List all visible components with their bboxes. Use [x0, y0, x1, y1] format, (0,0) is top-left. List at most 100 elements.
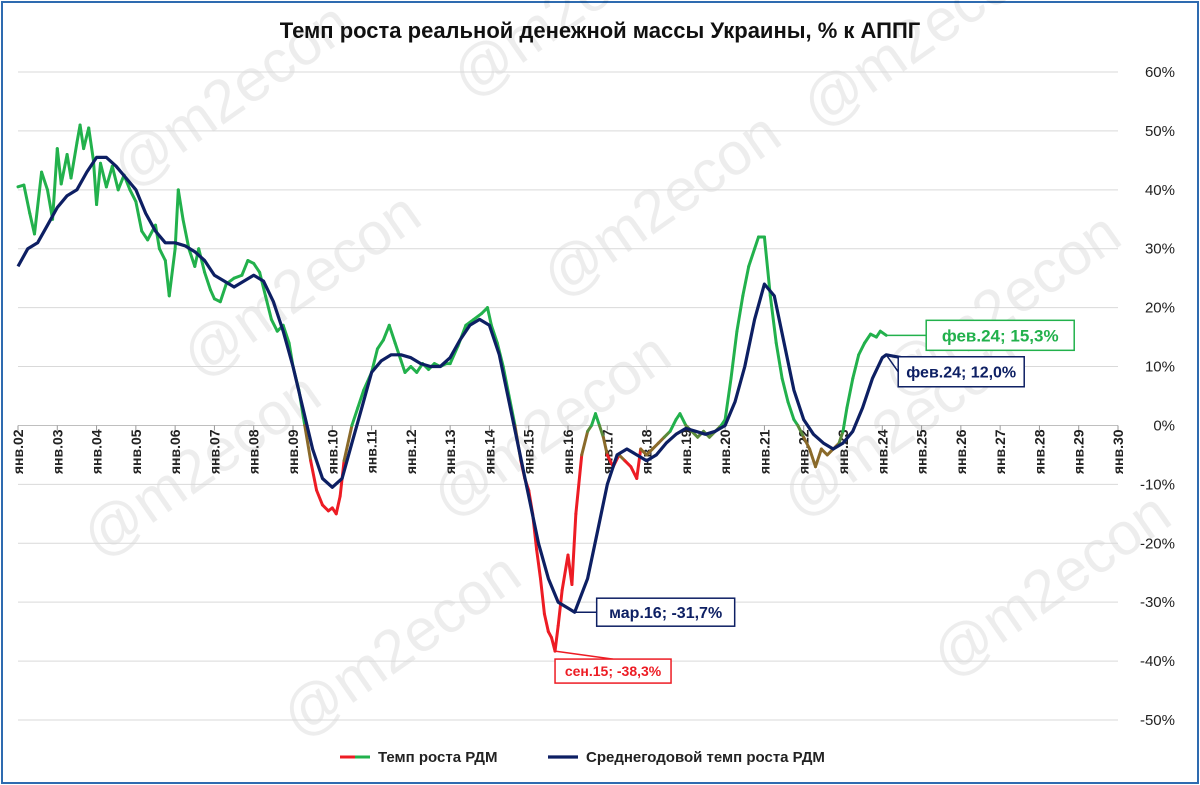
series-rdm-segment	[539, 577, 546, 616]
series-rdm-segment	[597, 423, 605, 439]
y-tick-label: 60%	[1145, 64, 1175, 81]
annotation-label: мар.16; -31,7%	[609, 605, 722, 622]
series-rdm-segment	[485, 306, 493, 327]
annotation-leader	[554, 650, 614, 660]
series-rdm-segment	[814, 447, 823, 469]
series-rdm-segment	[570, 512, 578, 587]
x-tick-label: янв.22	[796, 429, 812, 474]
watermark-text: @m2econ	[419, 318, 682, 530]
series-rdm-segment	[370, 347, 379, 374]
series-rdm-segment	[240, 259, 250, 277]
series-rdm-segment	[837, 429, 845, 445]
series-rdm-segment	[181, 217, 191, 251]
x-tick-label: янв.27	[992, 429, 1008, 474]
series-rdm-segment	[863, 332, 872, 345]
series-rdm-segment	[381, 323, 391, 342]
y-tick-label: 10%	[1145, 359, 1175, 376]
series-rdm-segment	[258, 270, 267, 298]
series-rdm-segment	[104, 164, 114, 189]
series-rdm-segment	[209, 288, 216, 301]
legend: Темп роста РДМ Среднегодовой темп роста Р…	[340, 749, 825, 766]
y-tick-label: -50%	[1140, 712, 1175, 729]
legend-label-rdm: Темп роста РДМ	[378, 749, 497, 766]
series-rdm-segment	[157, 247, 167, 263]
series-rdm-segment	[128, 188, 138, 204]
series-rdm-segment	[203, 270, 212, 292]
y-tick-label: 50%	[1145, 123, 1175, 140]
series-rdm-segment	[187, 247, 197, 268]
series-rdm-segment	[780, 376, 790, 404]
y-axis-ticks: 60% 50% 40% 30% 20% 10% 0% -10% -20% -30% -40% -50%	[1140, 64, 1175, 729]
series-rdm-segment	[99, 161, 108, 189]
annotation-label: фев.24; 15,3%	[942, 326, 1059, 345]
series-rdm-segment	[845, 376, 855, 410]
x-tick-label: янв.05	[128, 429, 144, 474]
series-rdm-segment	[342, 423, 354, 463]
x-tick-label: янв.16	[560, 429, 576, 474]
series-rdm-segment	[489, 323, 499, 345]
annotation-label: фев.24; 12,0%	[906, 365, 1016, 382]
y-tick-label: -20%	[1140, 535, 1175, 552]
x-tick-label: янв.21	[756, 429, 772, 474]
series-rdm-segment	[303, 423, 313, 463]
series-rdm-segment	[741, 264, 751, 298]
x-tick-label: янв.25	[914, 429, 930, 474]
series-rdm-segment	[173, 188, 180, 251]
series-rdm-segment	[116, 173, 126, 192]
x-tick-label: янв.15	[521, 429, 537, 474]
series-rdm-segment	[668, 418, 678, 433]
watermark-text: @m2econ	[789, 0, 1052, 141]
x-tick-label: янв.04	[89, 429, 105, 474]
annotation-box	[554, 658, 672, 684]
y-tick-label: -30%	[1140, 594, 1175, 611]
series-rdm-segment	[560, 553, 570, 592]
series-rdm-segment	[678, 412, 688, 427]
series-rdm-segment	[399, 359, 407, 374]
series-rdm-segment	[553, 624, 560, 653]
x-tick-label: янв.24	[874, 429, 890, 474]
series-rdm-segment	[269, 317, 279, 333]
x-tick-label: янв.09	[285, 429, 301, 474]
series-rdm-segment	[110, 164, 120, 192]
series-rdm-segment	[753, 235, 761, 251]
series-rdm-segment	[878, 329, 888, 337]
legend-label-avg: Среднегодовой темп роста РДМ	[586, 749, 825, 766]
series-rdm-segment	[40, 170, 49, 192]
series-rdm-segment	[594, 412, 601, 427]
watermark-text: @m2econ	[99, 0, 362, 201]
x-tick-label: янв.28	[1031, 429, 1047, 474]
series-rdm-segment	[350, 406, 360, 427]
series-rdm-segment	[729, 329, 739, 380]
series-layer	[16, 123, 918, 653]
x-tick-label: янв.08	[246, 429, 262, 474]
series-rdm-segment	[747, 247, 757, 268]
series-rdm-segment	[167, 247, 177, 298]
series-rdm-segment	[464, 317, 476, 327]
series-rdm-segment	[796, 423, 806, 439]
series-rdm-segment	[197, 247, 207, 274]
y-tick-label: 30%	[1145, 241, 1175, 258]
series-rdm-segment	[774, 341, 784, 380]
series-rdm-segment	[542, 612, 550, 634]
series-rdm-segment	[356, 388, 366, 410]
series-rdm-segment	[252, 261, 262, 274]
series-rdm-segment	[786, 400, 796, 422]
series-rdm-segment	[59, 152, 69, 186]
series-rdm-segment	[808, 447, 817, 469]
x-tick-label: янв.26	[953, 429, 969, 474]
x-tick-label: янв.20	[717, 429, 733, 474]
series-rdm-segment	[78, 123, 86, 151]
series-rdm-segment	[762, 235, 772, 298]
series-rdm-segment	[375, 338, 385, 351]
watermark-text: @m2econ	[269, 538, 532, 750]
series-rdm-segment	[22, 183, 32, 215]
series-rdm-segment	[69, 141, 79, 180]
series-rdm-segment	[33, 170, 44, 236]
series-rdm-segment	[574, 453, 584, 516]
x-tick-label: янв.06	[167, 429, 183, 474]
series-rdm-segment	[176, 188, 185, 221]
x-tick-label: янв.18	[639, 429, 655, 474]
x-tick-label: янв.03	[49, 429, 65, 474]
series-rdm-segment	[334, 494, 342, 516]
